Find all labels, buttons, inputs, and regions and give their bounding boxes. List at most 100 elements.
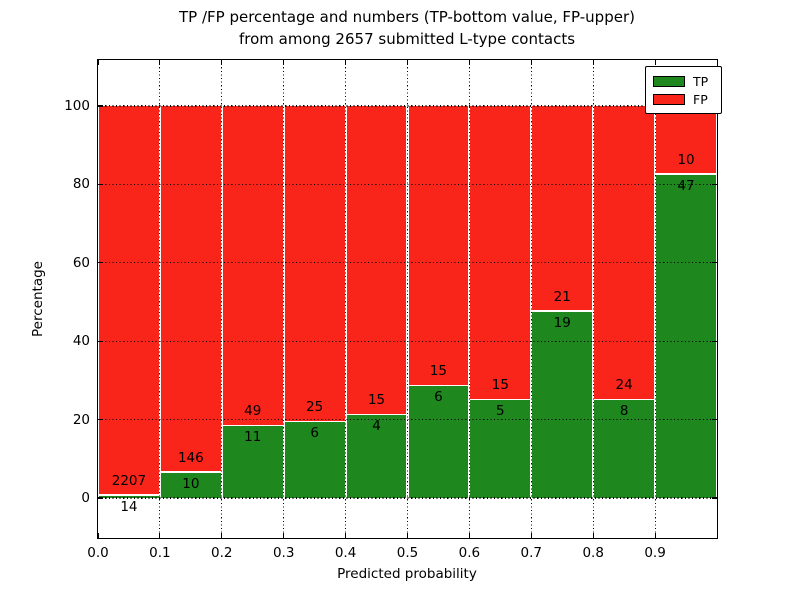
legend-swatch-fp	[653, 93, 685, 105]
bar-tp-0.5-0.6	[408, 386, 469, 498]
gridline-horizontal-80	[98, 183, 717, 185]
gridline-vertical-0.5	[406, 60, 409, 538]
bar-fp-0.0-0.1	[99, 106, 159, 495]
y-tick-mark-left-0	[98, 497, 103, 499]
bar-tp-0.4-0.5	[346, 415, 407, 498]
bar-fp-count-0.8-0.9: 24	[615, 377, 633, 393]
y-tick-mark-left-80	[98, 183, 103, 185]
y-axis-label: Percentage	[30, 261, 46, 337]
bar-tp-count-0.3-0.4: 6	[310, 425, 319, 442]
x-tick-mark-bottom-0.5	[406, 533, 409, 538]
bar-fp-count-0.4-0.5: 15	[367, 392, 386, 409]
bar-fp-0.1-0.2	[160, 106, 221, 472]
y-tick-label-20: 20	[72, 411, 90, 428]
gridline-vertical-0.8	[592, 60, 594, 538]
x-tick-mark-top-0.0	[97, 60, 99, 65]
bar-fp-count-0.2-0.3: 49	[244, 403, 262, 420]
x-tick-label-0.0: 0.0	[87, 545, 109, 561]
legend-entry-tp: TP	[653, 75, 721, 88]
gridline-vertical-0.2	[221, 60, 223, 538]
bar-fp-0.7-0.8	[532, 106, 593, 311]
x-tick-mark-top-0.1	[159, 60, 161, 65]
x-tick-label-0.5: 0.5	[396, 545, 419, 561]
bar-fp-0.9-1.0	[656, 106, 716, 174]
bar-tp-0.2-0.3	[222, 426, 283, 498]
gridline-vertical-0.3	[283, 60, 285, 538]
x-tick-label-0.4: 0.4	[334, 545, 357, 561]
x-tick-mark-top-0.6	[468, 60, 470, 65]
y-tick-mark-left-20	[98, 419, 103, 421]
bar-fp-count-0.1-0.2: 146	[177, 449, 204, 466]
x-tick-mark-top-0.9	[654, 60, 656, 65]
x-tick-mark-bottom-0.1	[159, 533, 161, 538]
gridline-vertical-0.4	[345, 60, 347, 538]
gridline-horizontal-20	[98, 419, 717, 421]
y-tick-label-40: 40	[72, 333, 90, 350]
y-tick-mark-right-80	[712, 183, 717, 185]
x-tick-mark-top-0.5	[406, 60, 409, 65]
chart-title-line1: TP /FP percentage and numbers (TP-bottom…	[179, 8, 635, 26]
bar-tp-0.8-0.9	[594, 400, 655, 498]
bar-fp-count-0.7-0.8: 21	[553, 288, 571, 305]
y-tick-mark-right-0	[712, 497, 717, 499]
x-tick-label-0.6: 0.6	[458, 545, 481, 561]
y-tick-label-100: 100	[64, 98, 90, 114]
bar-tp-0.1-0.2	[160, 472, 221, 498]
bar-tp-count-0.0-0.1: 14	[120, 498, 138, 515]
chart-title: TP /FP percentage and numbers (TP-bottom…	[7, 7, 800, 50]
y-tick-mark-left-100	[98, 105, 103, 107]
x-tick-mark-bottom-0.3	[283, 533, 285, 538]
y-tick-mark-right-60	[712, 262, 717, 264]
bar-tp-count-0.7-0.8: 19	[553, 314, 571, 331]
y-tick-label-80: 80	[72, 176, 90, 193]
gridline-horizontal-60	[98, 262, 717, 264]
bar-tp-count-0.8-0.9: 8	[619, 403, 629, 419]
bar-fp-count-0.5-0.6: 15	[429, 363, 448, 379]
x-tick-label-0.8: 0.8	[582, 545, 604, 561]
x-tick-mark-top-0.4	[345, 60, 347, 65]
gridline-vertical-0.6	[468, 60, 470, 538]
x-axis-label: Predicted probability	[337, 566, 477, 582]
bar-tp-0.3-0.4	[284, 422, 345, 498]
bar-tp-0.6-0.7	[470, 400, 531, 498]
x-tick-mark-top-0.3	[283, 60, 285, 65]
bar-tp-0.7-0.8	[532, 311, 593, 498]
x-tick-mark-bottom-0.9	[654, 533, 656, 538]
y-tick-label-0: 0	[81, 490, 90, 506]
bar-fp-count-0.0-0.1: 2207	[111, 472, 147, 489]
bar-fp-0.6-0.7	[470, 106, 531, 399]
y-tick-mark-left-60	[98, 262, 103, 264]
x-tick-mark-bottom-0.2	[221, 533, 223, 538]
gridline-horizontal-40	[98, 340, 717, 342]
legend-label-tp: TP	[693, 73, 709, 89]
bar-fp-count-0.6-0.7: 15	[491, 377, 509, 393]
x-tick-mark-top-0.7	[530, 60, 532, 65]
bar-tp-count-0.5-0.6: 6	[434, 389, 443, 405]
x-tick-label-0.7: 0.7	[520, 545, 543, 561]
y-tick-mark-right-20	[712, 419, 717, 421]
bar-fp-count-0.9-1.0: 10	[677, 151, 695, 168]
gridline-vertical-0.7	[530, 60, 532, 538]
gridline-vertical-0.1	[159, 60, 161, 538]
bar-tp-count-0.9-1.0: 47	[677, 177, 695, 194]
bar-fp-0.8-0.9	[594, 106, 655, 399]
bar-tp-0.9-1.0	[656, 174, 716, 498]
x-tick-mark-bottom-0.4	[345, 533, 347, 538]
gridline-horizontal-0	[98, 497, 717, 499]
bar-tp-count-0.2-0.3: 11	[244, 429, 262, 446]
bar-tp-count-0.1-0.2: 10	[182, 475, 200, 492]
chart-title-line2: from among 2657 submitted L-type contact…	[238, 29, 576, 48]
x-tick-mark-bottom-0.8	[592, 533, 594, 538]
y-tick-mark-left-40	[98, 340, 103, 342]
x-tick-mark-bottom-0.7	[530, 533, 532, 538]
legend-entry-fp: FP	[653, 93, 721, 106]
bar-fp-0.4-0.5	[346, 106, 407, 414]
y-tick-mark-right-40	[712, 340, 717, 342]
x-tick-label-0.3: 0.3	[272, 545, 295, 561]
y-tick-label-60: 60	[72, 254, 90, 271]
x-tick-mark-bottom-0.6	[468, 533, 470, 538]
legend: TP FP	[645, 66, 722, 114]
x-tick-mark-top-0.8	[592, 60, 594, 65]
x-tick-label-0.2: 0.2	[211, 545, 233, 561]
